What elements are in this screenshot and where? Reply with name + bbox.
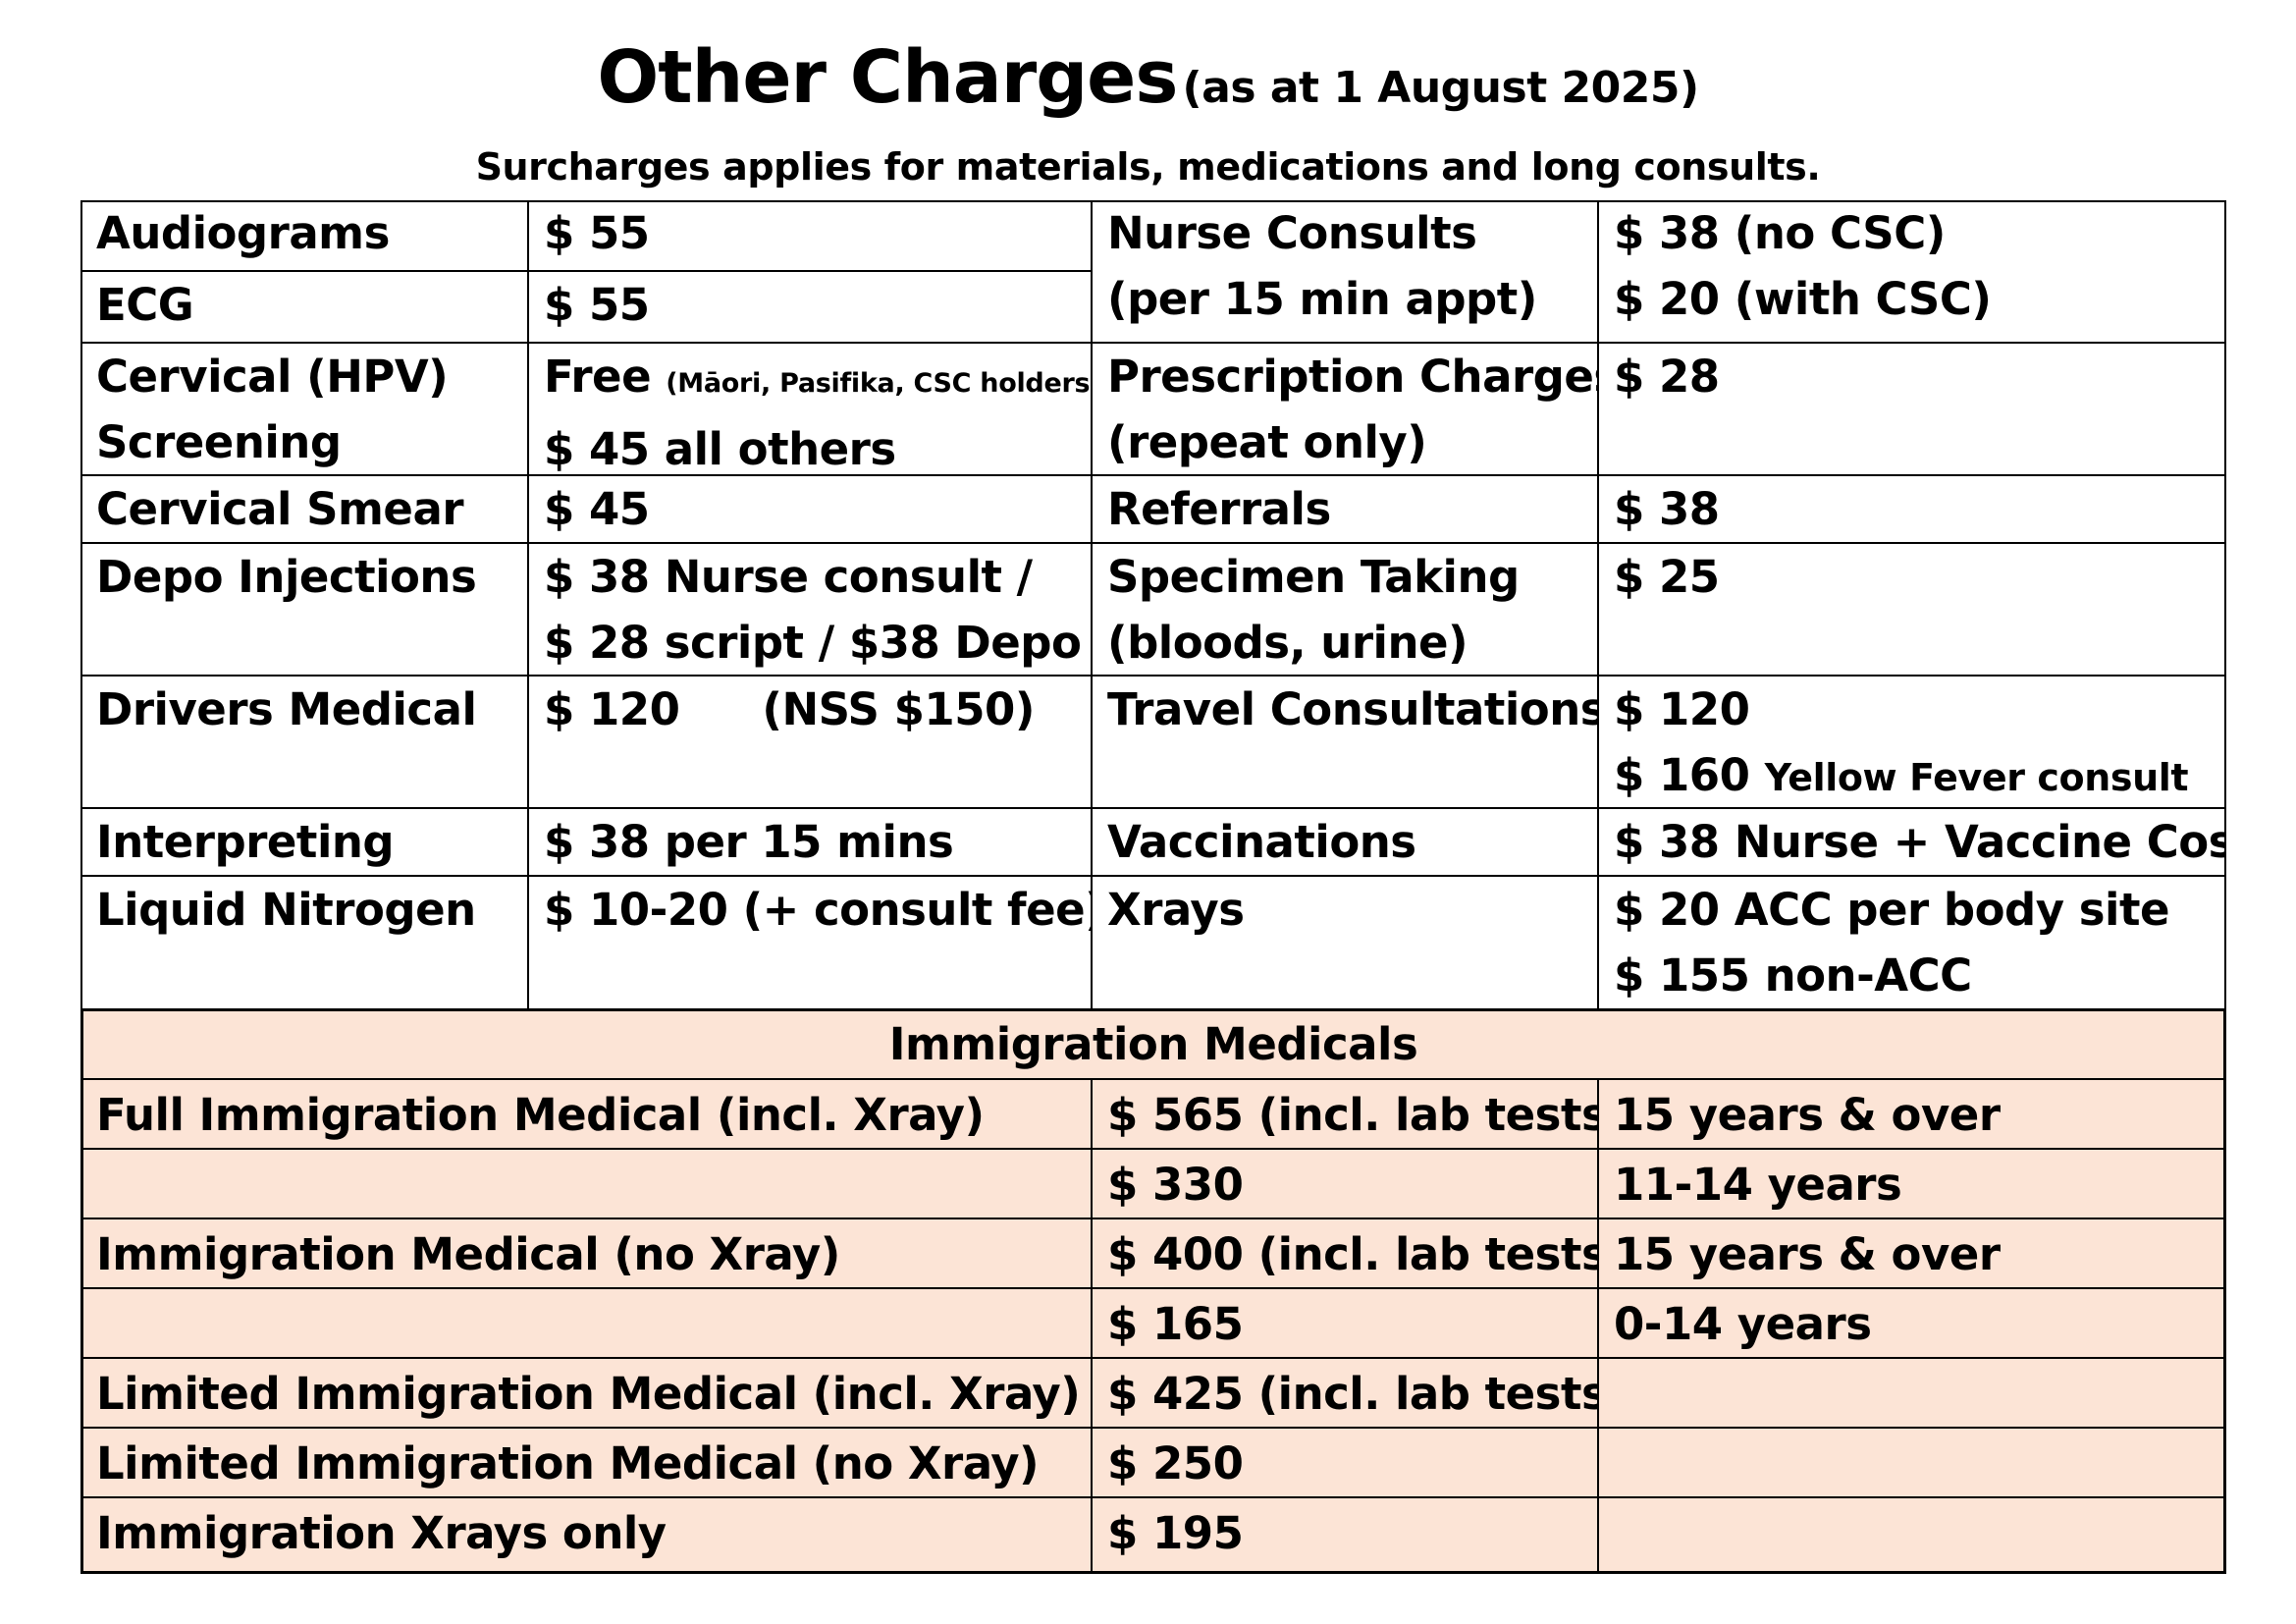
- service-xrays: Xrays: [1107, 884, 1245, 936]
- row-divider: [80, 807, 2226, 809]
- free-eligibility-note: (Māori, Pasifika, CSC holders): [666, 368, 1092, 399]
- column-divider: [1091, 200, 1093, 1009]
- service-travel-consultations: Travel Consultations: [1107, 683, 1598, 735]
- row-divider: [80, 875, 2226, 877]
- immigration-row-age: 0-14 years: [1614, 1298, 1872, 1350]
- immigration-row-price: $ 250: [1107, 1437, 1244, 1489]
- price-depo-injections: $ 38 Nurse consult / $ 28 script / $38 D…: [544, 551, 1082, 669]
- service-interpreting: Interpreting: [96, 816, 395, 868]
- row-divider: [80, 1357, 2226, 1359]
- service-depo-injections: Depo Injections: [96, 551, 477, 603]
- immigration-table-border: [80, 1008, 2226, 1574]
- title-main: Other Charges: [597, 35, 1178, 120]
- yellow-fever-note: Yellow Fever consult: [1764, 756, 2189, 799]
- row-divider: [80, 1148, 2226, 1150]
- immigration-row-name: Full Immigration Medical (incl. Xray): [96, 1089, 985, 1141]
- price-cervical-hpv: Free (Māori, Pasifika, CSC holders) $ 45…: [528, 344, 1092, 474]
- immigration-row-name: Immigration Xrays only: [96, 1507, 667, 1559]
- row-divider: [80, 675, 2226, 677]
- price-prescription-charges: $ 28: [1614, 351, 1720, 403]
- row-divider: [80, 270, 1092, 272]
- row-divider: [80, 542, 2226, 544]
- service-cervical-hpv: Cervical (HPV) Screening: [96, 351, 449, 468]
- price-xrays: $ 20 ACC per body site $ 155 non-ACC: [1614, 884, 2169, 1001]
- price-travel-consultations: $ 120 $ 160 Yellow Fever consult: [1614, 683, 2189, 801]
- row-divider: [80, 1496, 2226, 1498]
- title-date: (as at 1 August 2025): [1182, 63, 1700, 113]
- immigration-row-age: 11-14 years: [1614, 1159, 1902, 1211]
- service-cervical-smear: Cervical Smear: [96, 483, 464, 535]
- price-interpreting: $ 38 per 15 mins: [544, 816, 954, 868]
- immigration-heading: Immigration Medicals: [888, 1018, 1418, 1070]
- price-ecg: $ 55: [544, 279, 650, 331]
- charges-table: Audiograms $ 55 ECG $ 55 Cervical (HPV) …: [80, 200, 2226, 1574]
- row-divider: [80, 1287, 2226, 1289]
- price-nurse-consults: $ 38 (no CSC) $ 20 (with CSC): [1614, 207, 1992, 325]
- immigration-row-price: $ 400 (incl. lab tests): [1107, 1228, 1598, 1280]
- column-divider: [1597, 1078, 1599, 1574]
- service-audiograms: Audiograms: [96, 207, 390, 259]
- immigration-row-price: $ 330: [1107, 1159, 1244, 1211]
- immigration-row-name: Immigration Medical (no Xray): [96, 1228, 840, 1280]
- price-audiograms: $ 55: [544, 207, 650, 259]
- service-prescription-charges: Prescription Charges (repeat only): [1107, 351, 1598, 468]
- service-ecg: ECG: [96, 279, 194, 331]
- immigration-section-background: [80, 1009, 2226, 1574]
- price-referrals: $ 38: [1614, 483, 1720, 535]
- column-divider: [527, 200, 529, 1009]
- surcharge-note: Surcharges applies for materials, medica…: [475, 145, 1821, 189]
- page-title: Other Charges (as at 1 August 2025): [0, 35, 2296, 120]
- service-referrals: Referrals: [1107, 483, 1331, 535]
- immigration-row-age: 15 years & over: [1614, 1228, 2001, 1280]
- immigration-row-price: $ 195: [1107, 1507, 1244, 1559]
- row-divider: [80, 342, 2226, 344]
- price-specimen-taking: $ 25: [1614, 551, 1720, 603]
- immigration-row-name: Limited Immigration Medical (no Xray): [96, 1437, 1040, 1489]
- price-liquid-nitrogen: $ 10-20 (+ consult fee): [544, 884, 1092, 936]
- service-drivers-medical: Drivers Medical: [96, 683, 477, 735]
- service-vaccinations: Vaccinations: [1107, 816, 1416, 868]
- service-specimen-taking: Specimen Taking (bloods, urine): [1107, 551, 1520, 669]
- row-divider: [80, 1427, 2226, 1429]
- price-vaccinations: $ 38 Nurse + Vaccine Costs: [1614, 816, 2226, 868]
- column-divider: [1091, 1078, 1093, 1574]
- immigration-row-price: $ 165: [1107, 1298, 1244, 1350]
- price-cervical-smear: $ 45: [544, 483, 650, 535]
- immigration-row-price: $ 425 (incl. lab tests): [1107, 1368, 1598, 1420]
- row-divider: [80, 1078, 2226, 1080]
- row-divider: [80, 474, 2226, 476]
- immigration-row-name: Limited Immigration Medical (incl. Xray): [96, 1368, 1081, 1420]
- immigration-row-age: 15 years & over: [1614, 1089, 2001, 1141]
- column-divider: [1597, 200, 1599, 1009]
- row-divider: [80, 1218, 2226, 1219]
- price-drivers-medical: $ 120 (NSS $150): [544, 683, 1035, 735]
- immigration-row-price: $ 565 (incl. lab tests): [1107, 1089, 1598, 1141]
- upper-table-border: [80, 200, 2226, 1011]
- service-nurse-consults: Nurse Consults (per 15 min appt): [1107, 207, 1537, 325]
- service-liquid-nitrogen: Liquid Nitrogen: [96, 884, 476, 936]
